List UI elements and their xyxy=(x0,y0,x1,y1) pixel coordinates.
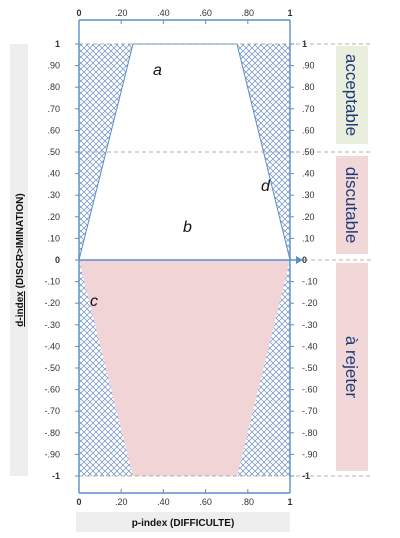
y-tick-label-left: .90 xyxy=(47,61,60,71)
y-tick-label-right: -.70 xyxy=(302,406,318,416)
zone-band-acceptable xyxy=(336,46,368,144)
x-tick-label: .60 xyxy=(199,8,212,18)
y-tick-label-right: -.10 xyxy=(302,277,318,287)
y-tick-label-right: -.50 xyxy=(302,363,318,373)
axes xyxy=(78,19,296,494)
y-tick-labels-left: 1 .90 .80 .70 .60 .50 .40 .30 .20 .10 0 -.10 -.20 -.3… xyxy=(44,39,60,481)
x-axis-title: p-index (DIFFICULTE) xyxy=(132,518,235,529)
y-tick-label-right: .40 xyxy=(302,169,315,179)
y-tick-labels-right: 1 .90 .80 .70 .60 .50 .40 .30 .20 .10 0 -.10 -.20 -.3… xyxy=(302,39,318,481)
x-tick-label: 0 xyxy=(76,497,81,507)
y-tick-label-left: -.30 xyxy=(44,320,60,330)
y-tick-label-right: .10 xyxy=(302,233,315,243)
region-letter-b: b xyxy=(183,219,192,236)
y-tick-label-left: -.70 xyxy=(44,406,60,416)
tick-marks xyxy=(75,20,294,493)
x-tick-label: 0 xyxy=(76,8,81,18)
y-tick-label-right: -.80 xyxy=(302,428,318,438)
y-tick-label-left: -.40 xyxy=(44,341,60,351)
zone-band-discutable xyxy=(336,156,368,254)
y-tick-label-left: .20 xyxy=(47,212,60,222)
y-axis-title-suffix: (DISCR>IMINATION) xyxy=(15,193,26,291)
y-tick-label-left: .70 xyxy=(47,104,60,114)
y-tick-label-right: .30 xyxy=(302,190,315,200)
y-tick-label-left: -.80 xyxy=(44,428,60,438)
region-letter-d: d xyxy=(261,178,271,195)
x-tick-label: .20 xyxy=(115,8,128,18)
y-tick-label-right: -.30 xyxy=(302,320,318,330)
zone-label-reject: à rejeter xyxy=(342,336,361,399)
x-tick-label: .40 xyxy=(157,8,170,18)
y-tick-label-left: -.10 xyxy=(44,277,60,287)
y-tick-label-right: 1 xyxy=(302,39,307,49)
y-tick-label-right: .60 xyxy=(302,125,315,135)
x-tick-labels-bottom: 0 .20 .40 .60 .80 1 xyxy=(76,497,292,507)
y-tick-label-right: .20 xyxy=(302,212,315,222)
y-tick-label-right: .90 xyxy=(302,61,315,71)
y-tick-label-right: 0 xyxy=(302,255,307,265)
y-tick-label-right: -.60 xyxy=(302,385,318,395)
y-axis-title-prefix: d-index xyxy=(15,291,26,327)
y-tick-label-right: .70 xyxy=(302,104,315,114)
x-tick-label: 1 xyxy=(287,8,292,18)
y-axis-title: d-index (DISCR>IMINATION) xyxy=(15,193,26,326)
y-tick-label-left: .10 xyxy=(47,233,60,243)
y-tick-label-left: .80 xyxy=(47,82,60,92)
y-tick-label-left: 1 xyxy=(55,39,60,49)
y-tick-label-left: 0 xyxy=(55,255,60,265)
y-tick-label-right: .80 xyxy=(302,82,315,92)
y-tick-label-left: .40 xyxy=(47,169,60,179)
x-tick-label: .80 xyxy=(242,8,255,18)
region-letter-a: a xyxy=(153,62,162,79)
zone-label-discutable: discutable xyxy=(342,167,361,244)
x-axis-arrow xyxy=(296,256,303,264)
y-tick-label-left: -.50 xyxy=(44,363,60,373)
reject-region xyxy=(79,260,290,476)
x-axis-title-band xyxy=(76,512,290,532)
x-tick-labels-top: 0 .20 .40 .60 .80 1 xyxy=(76,8,292,18)
x-tick-label: .40 xyxy=(157,497,170,507)
y-tick-label-left: -.60 xyxy=(44,385,60,395)
y-tick-label-right: -.40 xyxy=(302,341,318,351)
zone-label-acceptable: acceptable xyxy=(342,54,361,136)
region-letter-c: c xyxy=(90,293,98,310)
y-axis-title-band xyxy=(10,44,28,476)
y-tick-label-left: -.90 xyxy=(44,449,60,459)
y-tick-label-left: .60 xyxy=(47,125,60,135)
y-tick-label-left: .50 xyxy=(47,147,60,157)
y-tick-label-left: -1 xyxy=(52,471,60,481)
x-tick-label: .80 xyxy=(242,497,255,507)
y-tick-label-left: .30 xyxy=(47,190,60,200)
y-tick-label-left: -.20 xyxy=(44,298,60,308)
y-tick-label-right: -.20 xyxy=(302,298,318,308)
y-tick-label-right: .50 xyxy=(302,147,315,157)
zone-band-reject xyxy=(336,263,368,471)
y-tick-label-right: -.90 xyxy=(302,449,318,459)
y-tick-label-right: -1 xyxy=(302,471,310,481)
x-tick-label: .20 xyxy=(115,497,128,507)
x-tick-label: 1 xyxy=(287,497,292,507)
x-tick-label: .60 xyxy=(199,497,212,507)
